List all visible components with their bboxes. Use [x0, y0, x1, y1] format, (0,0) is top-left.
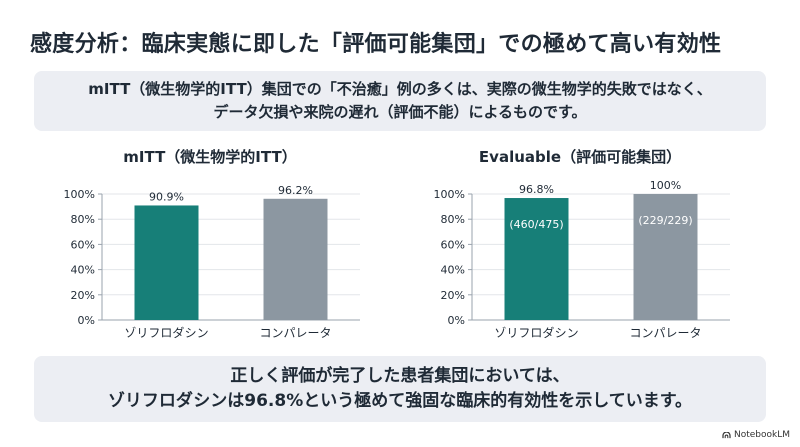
- y-tick-label: 40%: [71, 264, 95, 277]
- y-tick-label: 100%: [64, 188, 95, 201]
- notebooklm-icon: [722, 431, 731, 438]
- y-tick-label: 80%: [71, 213, 95, 226]
- notebooklm-logo: NotebookLM: [722, 430, 790, 440]
- bar-value-label: 96.2%: [278, 184, 313, 197]
- bar: [633, 194, 698, 320]
- chart-mitt: mITT（微生物学的ITT） 0% 20% 40% 60% 80% 100% 90.9% ゾリ…: [40, 146, 380, 351]
- y-tick-label: 20%: [441, 289, 465, 302]
- bar-value-label: 90.9%: [149, 190, 184, 203]
- x-category-label: コンパレータ: [259, 326, 331, 340]
- conclusion-box: 正しく評価が完了した患者集団においては、 ゾリフロダシンは96.8%という極めて…: [34, 356, 766, 422]
- y-tick-label: 80%: [441, 213, 465, 226]
- chart-title: mITT（微生物学的ITT）: [123, 148, 297, 166]
- chart-plot: 0% 20% 40% 60% 80% 100% 90.9% ゾリフロダシン 96.2% コンパレー…: [64, 184, 360, 340]
- bar-inner-label: (229/229): [638, 214, 692, 227]
- summary-box: mITT（微生物学的ITT）集団での「不治癒」例の多くは、実際の微生物学的失敗で…: [34, 71, 766, 131]
- y-tick-label: 20%: [71, 289, 95, 302]
- conclusion-line-1: 正しく評価が完了した患者集団においては、: [230, 366, 570, 386]
- x-category-label: ゾリフロダシン: [494, 325, 578, 340]
- y-tick-label: 60%: [441, 238, 465, 251]
- bar: [504, 198, 569, 320]
- y-tick-label: 40%: [441, 264, 465, 277]
- y-tick-label: 0%: [78, 314, 95, 327]
- y-tick-label: 100%: [434, 188, 465, 201]
- summary-line-2: データ欠損や来院の遅れ（評価不能）によるものです。: [213, 103, 587, 121]
- bar: [134, 205, 199, 320]
- chart-evaluable: Evaluable（評価可能集団） 0% 20% 40% 60% 80% 100% 96.8…: [410, 146, 750, 351]
- bar: [263, 198, 328, 320]
- bar-value-label: 100%: [650, 179, 681, 192]
- conclusion-line-2: ゾリフロダシンは96.8%という極めて強固な臨床的有効性を示しています。: [107, 391, 693, 411]
- chart-plot: 0% 20% 40% 60% 80% 100% 96.8% (460/475) ゾリフロダシン 1…: [434, 179, 730, 340]
- slide-title: 感度分析：臨床実態に即した「評価可能集団」での極めて高い有効性: [30, 32, 722, 57]
- y-tick-label: 0%: [448, 314, 465, 327]
- y-tick-label: 60%: [71, 238, 95, 251]
- chart-title: Evaluable（評価可能集団）: [478, 148, 682, 166]
- logo-text: NotebookLM: [733, 430, 790, 440]
- bar-inner-label: (460/475): [509, 218, 563, 231]
- bar-value-label: 96.8%: [519, 183, 554, 196]
- summary-line-1: mITT（微生物学的ITT）集団での「不治癒」例の多くは、実際の微生物学的失敗で…: [88, 80, 712, 98]
- x-category-label: ゾリフロダシン: [124, 325, 208, 340]
- x-category-label: コンパレータ: [629, 326, 701, 340]
